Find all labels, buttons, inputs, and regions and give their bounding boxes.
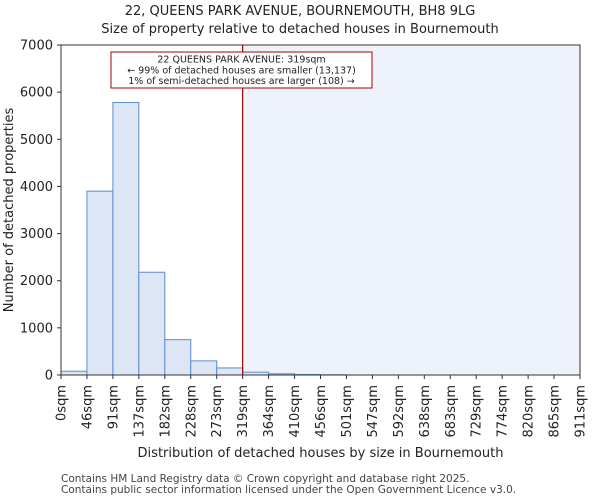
histogram-bar [86, 190, 114, 376]
y-tick-label: 6000 [20, 86, 53, 101]
x-tick-label: 683sqm [444, 385, 459, 438]
histogram-bar [190, 360, 218, 376]
y-tick-label: 5000 [20, 133, 53, 148]
y-tick-label: 7000 [20, 39, 53, 54]
histogram-bar [60, 370, 88, 376]
x-axis-title: Distribution of detached houses by size … [138, 446, 504, 461]
x-tick-label: 547sqm [366, 385, 381, 438]
x-tick-label: 46sqm [80, 385, 95, 429]
larger-region-shade [242, 45, 580, 375]
y-tick-label: 3000 [20, 227, 53, 242]
histogram-bar [138, 271, 166, 376]
histogram-bar [112, 102, 140, 376]
x-tick-label: 319sqm [236, 385, 251, 438]
x-tick-label: 501sqm [340, 385, 355, 438]
y-tick-label: 0 [45, 369, 53, 384]
y-axis-title: Number of detached properties [2, 108, 17, 313]
x-tick-label: 273sqm [210, 385, 225, 438]
x-tick-label: 137sqm [132, 385, 147, 438]
y-tick-label: 2000 [20, 274, 53, 289]
histogram-bar [216, 367, 244, 376]
x-tick-label: 729sqm [470, 385, 485, 438]
annotation-box [110, 51, 373, 89]
x-tick-label: 774sqm [496, 385, 511, 438]
x-tick-label: 820sqm [522, 385, 537, 438]
footer-licence: Contains public sector information licen… [61, 484, 517, 496]
annotation-smaller: ← 99% of detached houses are smaller (13… [127, 66, 356, 77]
x-tick-label: 91sqm [106, 385, 121, 429]
x-tick-label: 911sqm [574, 385, 589, 438]
x-tick-label: 0sqm [55, 385, 70, 421]
annotation-larger: 1% of semi-detached houses are larger (1… [128, 76, 355, 87]
x-tick-label: 410sqm [288, 385, 303, 438]
x-tick-label: 638sqm [418, 385, 433, 438]
x-tick-label: 364sqm [262, 385, 277, 438]
y-tick-label: 4000 [20, 180, 53, 195]
x-tick-label: 865sqm [548, 385, 563, 438]
x-tick-label: 456sqm [314, 385, 329, 438]
histogram-bar [164, 339, 192, 376]
chart-title-line1: 22, QUEENS PARK AVENUE, BOURNEMOUTH, BH8… [124, 4, 476, 19]
x-tick-label: 228sqm [184, 385, 199, 438]
x-tick-label: 592sqm [392, 385, 407, 438]
chart-title-line2: Size of property relative to detached ho… [101, 22, 499, 37]
y-tick-label: 1000 [20, 321, 53, 336]
annotation-title: 22 QUEENS PARK AVENUE: 319sqm [157, 55, 325, 66]
x-tick-label: 182sqm [158, 385, 173, 438]
footer-copyright: Contains HM Land Registry data © Crown c… [61, 473, 470, 485]
